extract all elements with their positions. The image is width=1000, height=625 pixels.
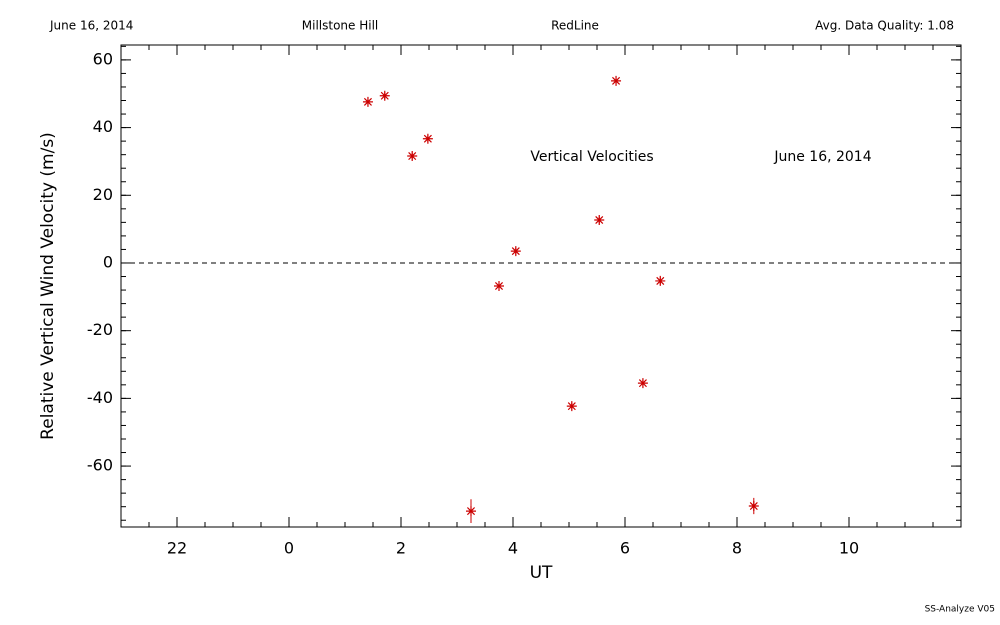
point (611, 75, 622, 86)
point (466, 506, 476, 517)
header-date: June 16, 2014 (49, 19, 133, 33)
x-tick-label: 4 (508, 539, 518, 558)
y-tick-label: -20 (87, 320, 113, 339)
point (655, 275, 666, 286)
x-tick-label: 0 (284, 539, 294, 558)
y-tick-label: -40 (87, 388, 113, 407)
x-tick-label: 10 (839, 539, 859, 558)
point (407, 151, 418, 162)
annotation: Vertical Velocities (530, 149, 653, 165)
point (510, 246, 521, 257)
plot-frame (120, 44, 962, 528)
x-tick-label: 6 (620, 539, 630, 558)
point (362, 96, 373, 107)
point (594, 214, 605, 225)
x-tick-label: 2 (396, 539, 406, 558)
footer: SS-Analyze V05 (925, 605, 995, 615)
x-tick-label: 8 (732, 539, 742, 558)
y-tick-label: 40 (93, 117, 113, 136)
point (422, 133, 433, 144)
x-tick-label: 22 (167, 539, 187, 558)
y-tick-label: 20 (93, 185, 113, 204)
point (637, 378, 648, 389)
y-tick-label: -60 (87, 456, 113, 475)
y-tick-label: 60 (93, 49, 113, 68)
point (566, 401, 577, 412)
header-quality: Avg. Data Quality: 1.08 (815, 19, 954, 33)
x-axis-label: UT (530, 563, 553, 583)
y-axis-label: Relative Vertical Wind Velocity (m/s) (38, 132, 58, 440)
header-instrument: RedLine (551, 19, 599, 33)
point (494, 281, 504, 291)
header-site: Millstone Hill (302, 19, 378, 33)
annotation: June 16, 2014 (773, 149, 871, 165)
point (379, 90, 390, 101)
point (748, 501, 759, 512)
y-tick-label: 0 (103, 252, 113, 271)
